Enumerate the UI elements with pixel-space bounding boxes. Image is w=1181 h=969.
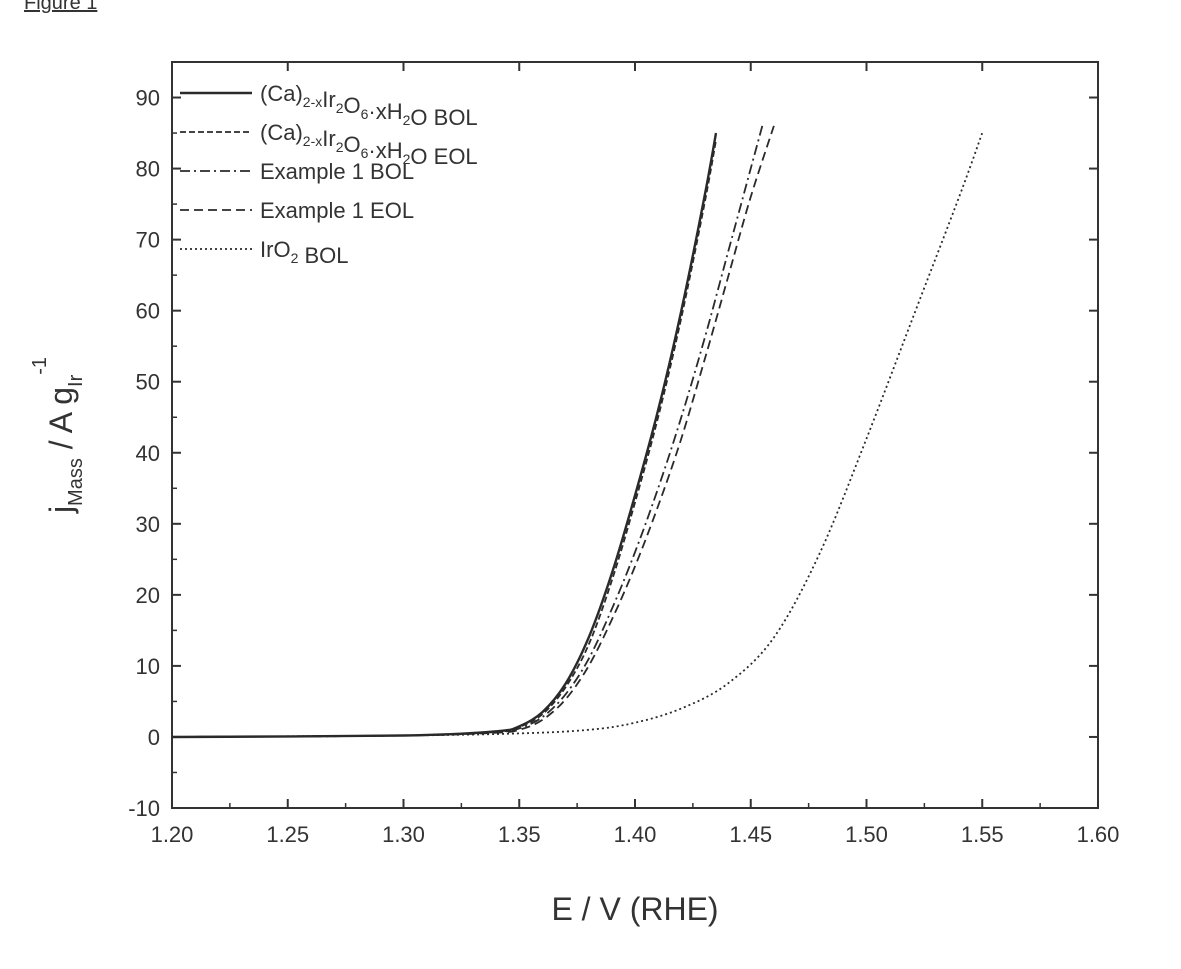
x-tick-label: 1.30 xyxy=(382,822,425,847)
series-line-4 xyxy=(171,125,775,738)
y-tick-label: 40 xyxy=(136,441,160,466)
legend-label-4: Example 1 EOL xyxy=(260,198,414,223)
x-tick-label: 1.50 xyxy=(845,822,888,847)
x-tick-label: 1.40 xyxy=(614,822,657,847)
series-layer xyxy=(171,125,984,739)
y-tick-label: 10 xyxy=(136,654,160,679)
figure-label: Figure 1 xyxy=(24,0,98,14)
x-tick-label: 1.35 xyxy=(498,822,541,847)
y-tick-label: -10 xyxy=(128,796,160,821)
y-tick-label: 60 xyxy=(136,299,160,324)
series-line-3 xyxy=(171,125,764,738)
y-tick-label: 0 xyxy=(148,725,160,750)
axis-ticks: 1.20 1.25 1.30 1.35 1.40 1.45 1.50 1.55 1.60 -10 0… xyxy=(128,61,1120,847)
series-line-2 xyxy=(171,140,717,738)
x-tick-label: 1.55 xyxy=(961,822,1004,847)
x-tick-label: 1.20 xyxy=(151,822,194,847)
series-line-1 xyxy=(171,132,718,739)
y-tick-label: 20 xyxy=(136,583,160,608)
legend-label-2: (Ca)2-xIr2O6·xH2O EOL xyxy=(260,120,478,169)
y-tick-label: 70 xyxy=(136,228,160,253)
x-tick-label: 1.25 xyxy=(266,822,309,847)
y-tick-label: 90 xyxy=(136,86,160,111)
y-tick-label: 30 xyxy=(136,512,160,537)
x-tick-label: 1.60 xyxy=(1077,822,1120,847)
legend: (Ca)2-xIr2O6·xH2O BOL(Ca)2-xIr2O6·xH2O E… xyxy=(180,81,478,268)
y-tick-label: 80 xyxy=(136,157,160,182)
legend-label-3: Example 1 BOL xyxy=(260,159,414,184)
legend-label-5: IrO2 BOL xyxy=(260,237,349,268)
legend-label-1: (Ca)2-xIr2O6·xH2O BOL xyxy=(260,81,478,130)
series-line-5 xyxy=(171,132,984,738)
x-axis-title: E / V (RHE) xyxy=(551,891,718,927)
y-tick-label: 50 xyxy=(136,370,160,395)
y-axis-title: jMass / A gIr-1 xyxy=(29,357,87,514)
x-tick-label: 1.45 xyxy=(729,822,772,847)
